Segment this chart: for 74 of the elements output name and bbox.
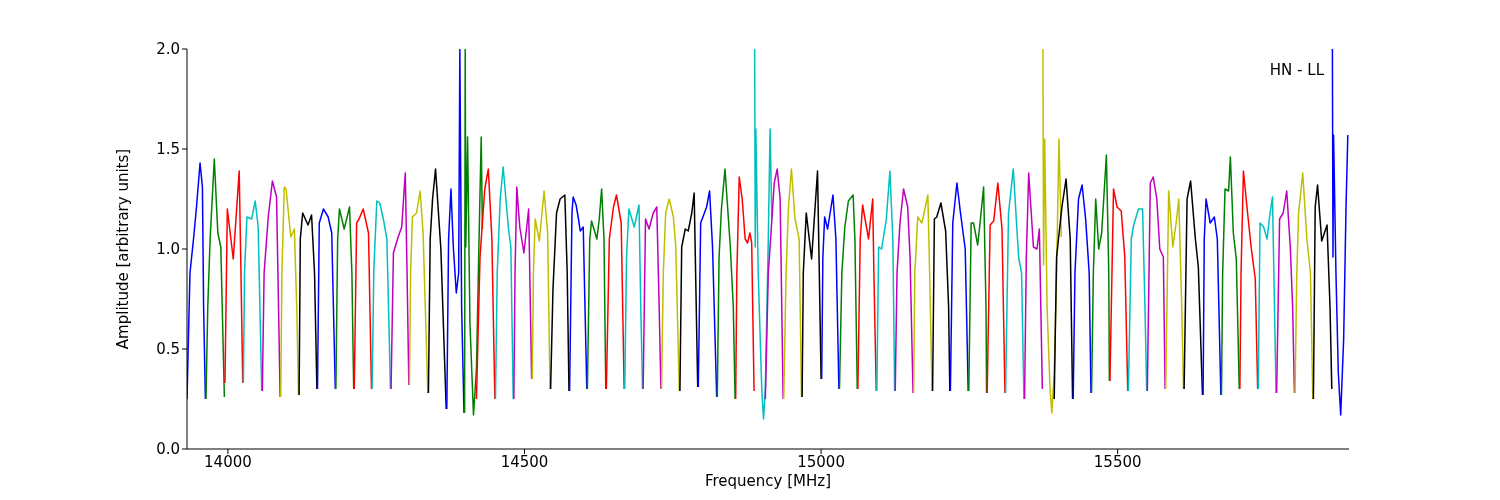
line-series xyxy=(1053,178,1074,400)
x-tick-label: 15000 xyxy=(797,452,845,471)
line-series xyxy=(279,186,300,398)
line-series xyxy=(1042,49,1063,414)
line-series xyxy=(427,168,447,410)
line-series xyxy=(734,176,755,400)
line-series xyxy=(931,202,951,392)
line-series xyxy=(1331,49,1349,416)
line-series xyxy=(1164,190,1185,390)
line-series xyxy=(1004,168,1025,400)
line-series xyxy=(1127,208,1148,392)
y-tick-label: 2.0 xyxy=(156,40,180,59)
line-series xyxy=(642,206,662,390)
line-series xyxy=(531,190,551,390)
line-series xyxy=(660,198,681,392)
x-tick-label: 15500 xyxy=(1093,452,1142,471)
line-series xyxy=(838,194,859,390)
line-series xyxy=(390,172,410,390)
line-series xyxy=(408,190,429,394)
line-series xyxy=(298,212,318,396)
line-series xyxy=(857,198,877,392)
line-series xyxy=(371,200,392,390)
line-series xyxy=(949,182,969,392)
line-series xyxy=(549,194,570,392)
line-series xyxy=(624,204,644,390)
y-axis-title: Amplitude [arbitrary units] xyxy=(114,148,133,350)
line-series xyxy=(801,170,822,398)
line-series xyxy=(205,158,226,400)
line-series xyxy=(1090,154,1111,394)
line-series xyxy=(820,194,840,390)
line-series xyxy=(894,188,914,394)
line-series xyxy=(513,186,533,400)
line-series xyxy=(494,166,514,400)
line-series xyxy=(568,196,588,392)
line-series xyxy=(697,190,718,398)
line-series xyxy=(753,49,773,420)
y-tick-label: 0.0 xyxy=(156,440,180,459)
line-series xyxy=(986,182,1006,394)
line-series xyxy=(1312,184,1333,400)
line-series xyxy=(1275,190,1296,394)
line-series xyxy=(1109,188,1129,392)
line-series xyxy=(782,168,803,400)
line-series xyxy=(475,168,496,400)
line-series xyxy=(586,188,607,390)
line-series xyxy=(1072,184,1092,400)
line-series xyxy=(716,168,736,400)
line-series xyxy=(463,49,484,416)
line-series xyxy=(316,208,337,390)
line-series xyxy=(1146,176,1166,392)
line-series xyxy=(1239,170,1259,390)
line-series xyxy=(876,170,896,392)
line-series xyxy=(764,168,784,400)
x-tick-label: 14500 xyxy=(500,452,549,471)
line-series xyxy=(968,186,988,394)
line-series xyxy=(679,192,699,392)
x-axis-title: Frequency [MHz] xyxy=(704,472,832,490)
line-series xyxy=(261,180,281,398)
annotation: HN - LL xyxy=(1267,61,1326,79)
line-series xyxy=(335,206,355,390)
line-series xyxy=(1202,198,1222,396)
line-series xyxy=(605,194,625,390)
line-series xyxy=(1220,156,1241,396)
y-tick-label: 0.5 xyxy=(156,340,180,359)
line-series xyxy=(224,170,244,384)
line-series xyxy=(353,208,373,390)
x-tick-label: 14000 xyxy=(204,452,252,471)
line-series xyxy=(242,200,263,392)
line-series xyxy=(912,194,933,394)
y-tick-label: 1.5 xyxy=(156,140,180,159)
y-tick-label: 1.0 xyxy=(156,240,180,259)
line-series xyxy=(1023,172,1044,400)
line-series xyxy=(1257,196,1277,394)
line-series xyxy=(1294,172,1314,400)
line-series xyxy=(446,49,465,414)
